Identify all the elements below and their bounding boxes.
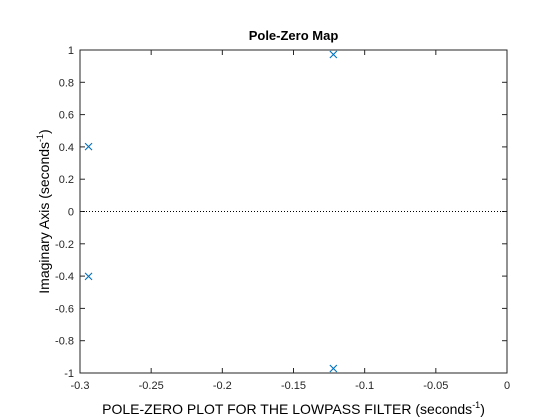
y-tick-label: -0.2	[55, 239, 74, 251]
y-tick-label: 0.8	[59, 77, 74, 89]
pole-marker	[329, 364, 338, 373]
pole-marker	[329, 50, 338, 59]
x-tick-label: -0.25	[139, 380, 164, 392]
y-tick-label: 1	[68, 45, 74, 57]
x-tick-label: -0.2	[213, 380, 232, 392]
pole-marker-stroke	[84, 142, 93, 151]
pole-marker-stroke	[329, 364, 338, 373]
y-tick-label: -0.8	[55, 336, 74, 348]
x-axis-label-close: )	[480, 401, 485, 417]
ticks-layer: -0.3 -0.25 -0.2 -0.15 -0.1 -0.05 0 -1 -0.8 -0.6 -0…	[55, 45, 510, 392]
x-axis-label-sup: -1	[472, 400, 480, 410]
pole-marker	[84, 142, 93, 151]
y-axis-label-sup: -1	[35, 134, 45, 142]
axes-box	[79, 49, 508, 374]
y-axis-label-close: )	[36, 129, 52, 134]
x-axis-label: POLE-ZERO PLOT FOR THE LOWPASS FILTER (s…	[102, 400, 485, 417]
x-axis-label-main: POLE-ZERO PLOT FOR THE LOWPASS FILTER (s…	[102, 401, 472, 417]
y-tick-label: 0	[68, 207, 74, 219]
pole-marker-stroke	[329, 50, 338, 59]
y-tick-label: 0.6	[59, 110, 74, 122]
x-tick-label: -0.1	[355, 380, 374, 392]
y-tick-label: -1	[64, 368, 74, 380]
y-tick-label: -0.4	[55, 271, 74, 283]
y-tick-label: 0.4	[59, 142, 74, 154]
x-tick-label: -0.05	[423, 380, 448, 392]
y-axis-label-main: Imaginary Axis (seconds	[36, 142, 52, 294]
y-tick-label: 0.2	[59, 174, 74, 186]
x-tick-label: -0.3	[71, 380, 90, 392]
y-tick-label: -0.6	[55, 303, 74, 315]
chart-title: Pole-Zero Map	[249, 28, 339, 43]
pole-marker	[84, 272, 93, 281]
pole-marker-stroke	[84, 272, 93, 281]
x-tick-label: -0.15	[281, 380, 306, 392]
points-layer	[84, 50, 338, 373]
y-axis-label: Imaginary Axis (seconds-1)	[35, 129, 52, 293]
x-tick-label: 0	[504, 380, 510, 392]
